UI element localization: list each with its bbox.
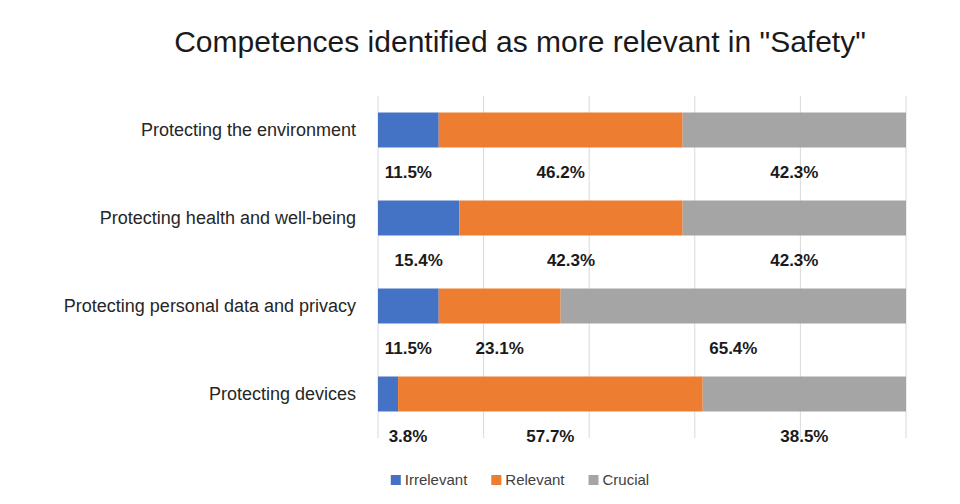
legend-label: Relevant xyxy=(505,471,565,488)
category-label: Protecting the environment xyxy=(141,120,356,140)
bar-segment xyxy=(378,201,459,236)
data-label: 42.3% xyxy=(547,251,595,270)
bar-segment xyxy=(561,289,906,324)
data-label: 46.2% xyxy=(537,163,585,182)
bar-segment xyxy=(378,289,439,324)
legend-label: Irrelevant xyxy=(405,471,468,488)
bar-segment xyxy=(703,377,906,412)
data-label: 38.5% xyxy=(780,427,828,446)
category-label: Protecting personal data and privacy xyxy=(64,296,356,316)
data-label: 3.8% xyxy=(389,427,428,446)
bar-segment xyxy=(683,113,906,148)
legend-swatch xyxy=(589,475,599,485)
data-label: 57.7% xyxy=(526,427,574,446)
data-label: 11.5% xyxy=(385,163,432,182)
y-axis-labels: Protecting the environment Protecting hea… xyxy=(64,120,356,404)
grid xyxy=(378,96,906,438)
data-labels: 11.5% 46.2% 42.3% 15.4% 42.3% 42.3% 11.5% 23.1%… xyxy=(385,163,829,446)
bars xyxy=(378,113,906,412)
chart-title: Competences identified as more relevant … xyxy=(174,25,866,58)
data-label: 15.4% xyxy=(395,251,443,270)
background xyxy=(0,0,960,504)
data-label: 42.3% xyxy=(770,163,818,182)
data-label: 11.5% xyxy=(385,339,432,358)
bar-segment xyxy=(439,289,561,324)
bar-segment xyxy=(398,377,703,412)
data-label: 23.1% xyxy=(476,339,524,358)
chart-svg: Competences identified as more relevant … xyxy=(0,0,960,504)
bar-segment xyxy=(378,377,398,412)
bar-segment xyxy=(378,113,439,148)
legend-swatch xyxy=(491,475,501,485)
legend-label: Crucial xyxy=(603,471,650,488)
bar-segment xyxy=(459,201,682,236)
data-label: 65.4% xyxy=(709,339,757,358)
data-label: 42.3% xyxy=(770,251,818,270)
legend-swatch xyxy=(391,475,401,485)
chart-container: Competences identified as more relevant … xyxy=(0,0,960,504)
bar-segment xyxy=(439,113,683,148)
category-label: Protecting health and well-being xyxy=(100,208,356,228)
legend: Irrelevant Relevant Crucial xyxy=(391,471,649,488)
bar-segment xyxy=(683,201,906,236)
category-label: Protecting devices xyxy=(209,384,356,404)
